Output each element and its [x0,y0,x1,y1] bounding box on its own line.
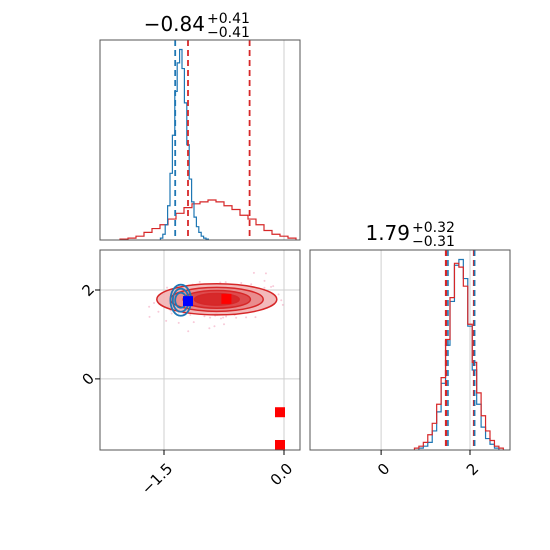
sample-point [222,316,225,319]
sample-point [223,323,226,326]
sample-point [252,271,255,274]
marker-blue-square [183,296,193,307]
sample-point [250,283,253,286]
sample-point [240,281,243,284]
sample-point [153,302,156,305]
sample-point [209,316,212,319]
2d-density-frame [99,249,301,451]
title-param1-value: −0.84 [144,12,205,36]
title-param2-upper: +0.32 [412,220,455,236]
sample-point [177,321,180,324]
marker-red-square [221,293,232,304]
sample-point [187,330,190,333]
sample-point [165,319,168,322]
histogram-param2-frame [309,249,511,451]
histogram-param2-blue [418,258,500,450]
histogram-param1-red [119,199,297,240]
title-param1-upper: +0.41 [207,11,250,27]
sample-point [189,313,192,316]
sample-point [245,316,248,319]
sample-point [208,327,211,330]
histogram-param1-panel [99,39,301,241]
sample-point [225,315,228,318]
x-tick-label-param1-0: −1.5 [138,460,176,498]
sample-point [263,279,266,282]
histogram-param1-blue [159,48,209,240]
density-contour-red-3 [193,292,240,306]
y-tick-label-param2-0: 0 [78,369,97,388]
title-param1-lower: −0.41 [207,25,250,41]
sample-point [166,286,169,289]
x-tick-label-param2-0: 0 [374,460,393,479]
sample-point [192,321,195,324]
marker-red-square [275,407,285,418]
sample-point [219,281,222,284]
sample-point [281,303,284,306]
sample-point [254,316,257,319]
sample-point [213,325,216,328]
sample-point [148,315,151,318]
sample-point [272,285,275,288]
sample-point [277,293,280,296]
2d-density-panel [99,249,301,451]
histogram-param1-frame [99,39,301,241]
sample-point [224,281,227,284]
sample-point [203,315,206,318]
x-tick-label-param1-1: 0.0 [267,460,297,490]
sample-point [198,280,201,283]
sample-point [270,285,273,288]
y-tick-label-param2-1: 2 [78,280,97,299]
marker-red-square [275,440,285,450]
sample-point [219,317,222,320]
histogram-param2-red [413,262,504,450]
sample-point [148,305,151,308]
histogram-param2-panel [309,249,511,451]
sample-point [263,286,266,289]
tick-labels: −1.5 0.0 0 2 0 2 [78,280,482,498]
title-param2-value: 1.79 [365,221,410,245]
sample-point [280,299,283,302]
x-tick-label-param2-1: 2 [463,460,482,479]
sample-point [235,316,238,319]
title-param2-lower: −0.31 [412,234,455,250]
sample-point [157,310,160,313]
sample-point [170,312,173,315]
sample-point [264,272,267,275]
